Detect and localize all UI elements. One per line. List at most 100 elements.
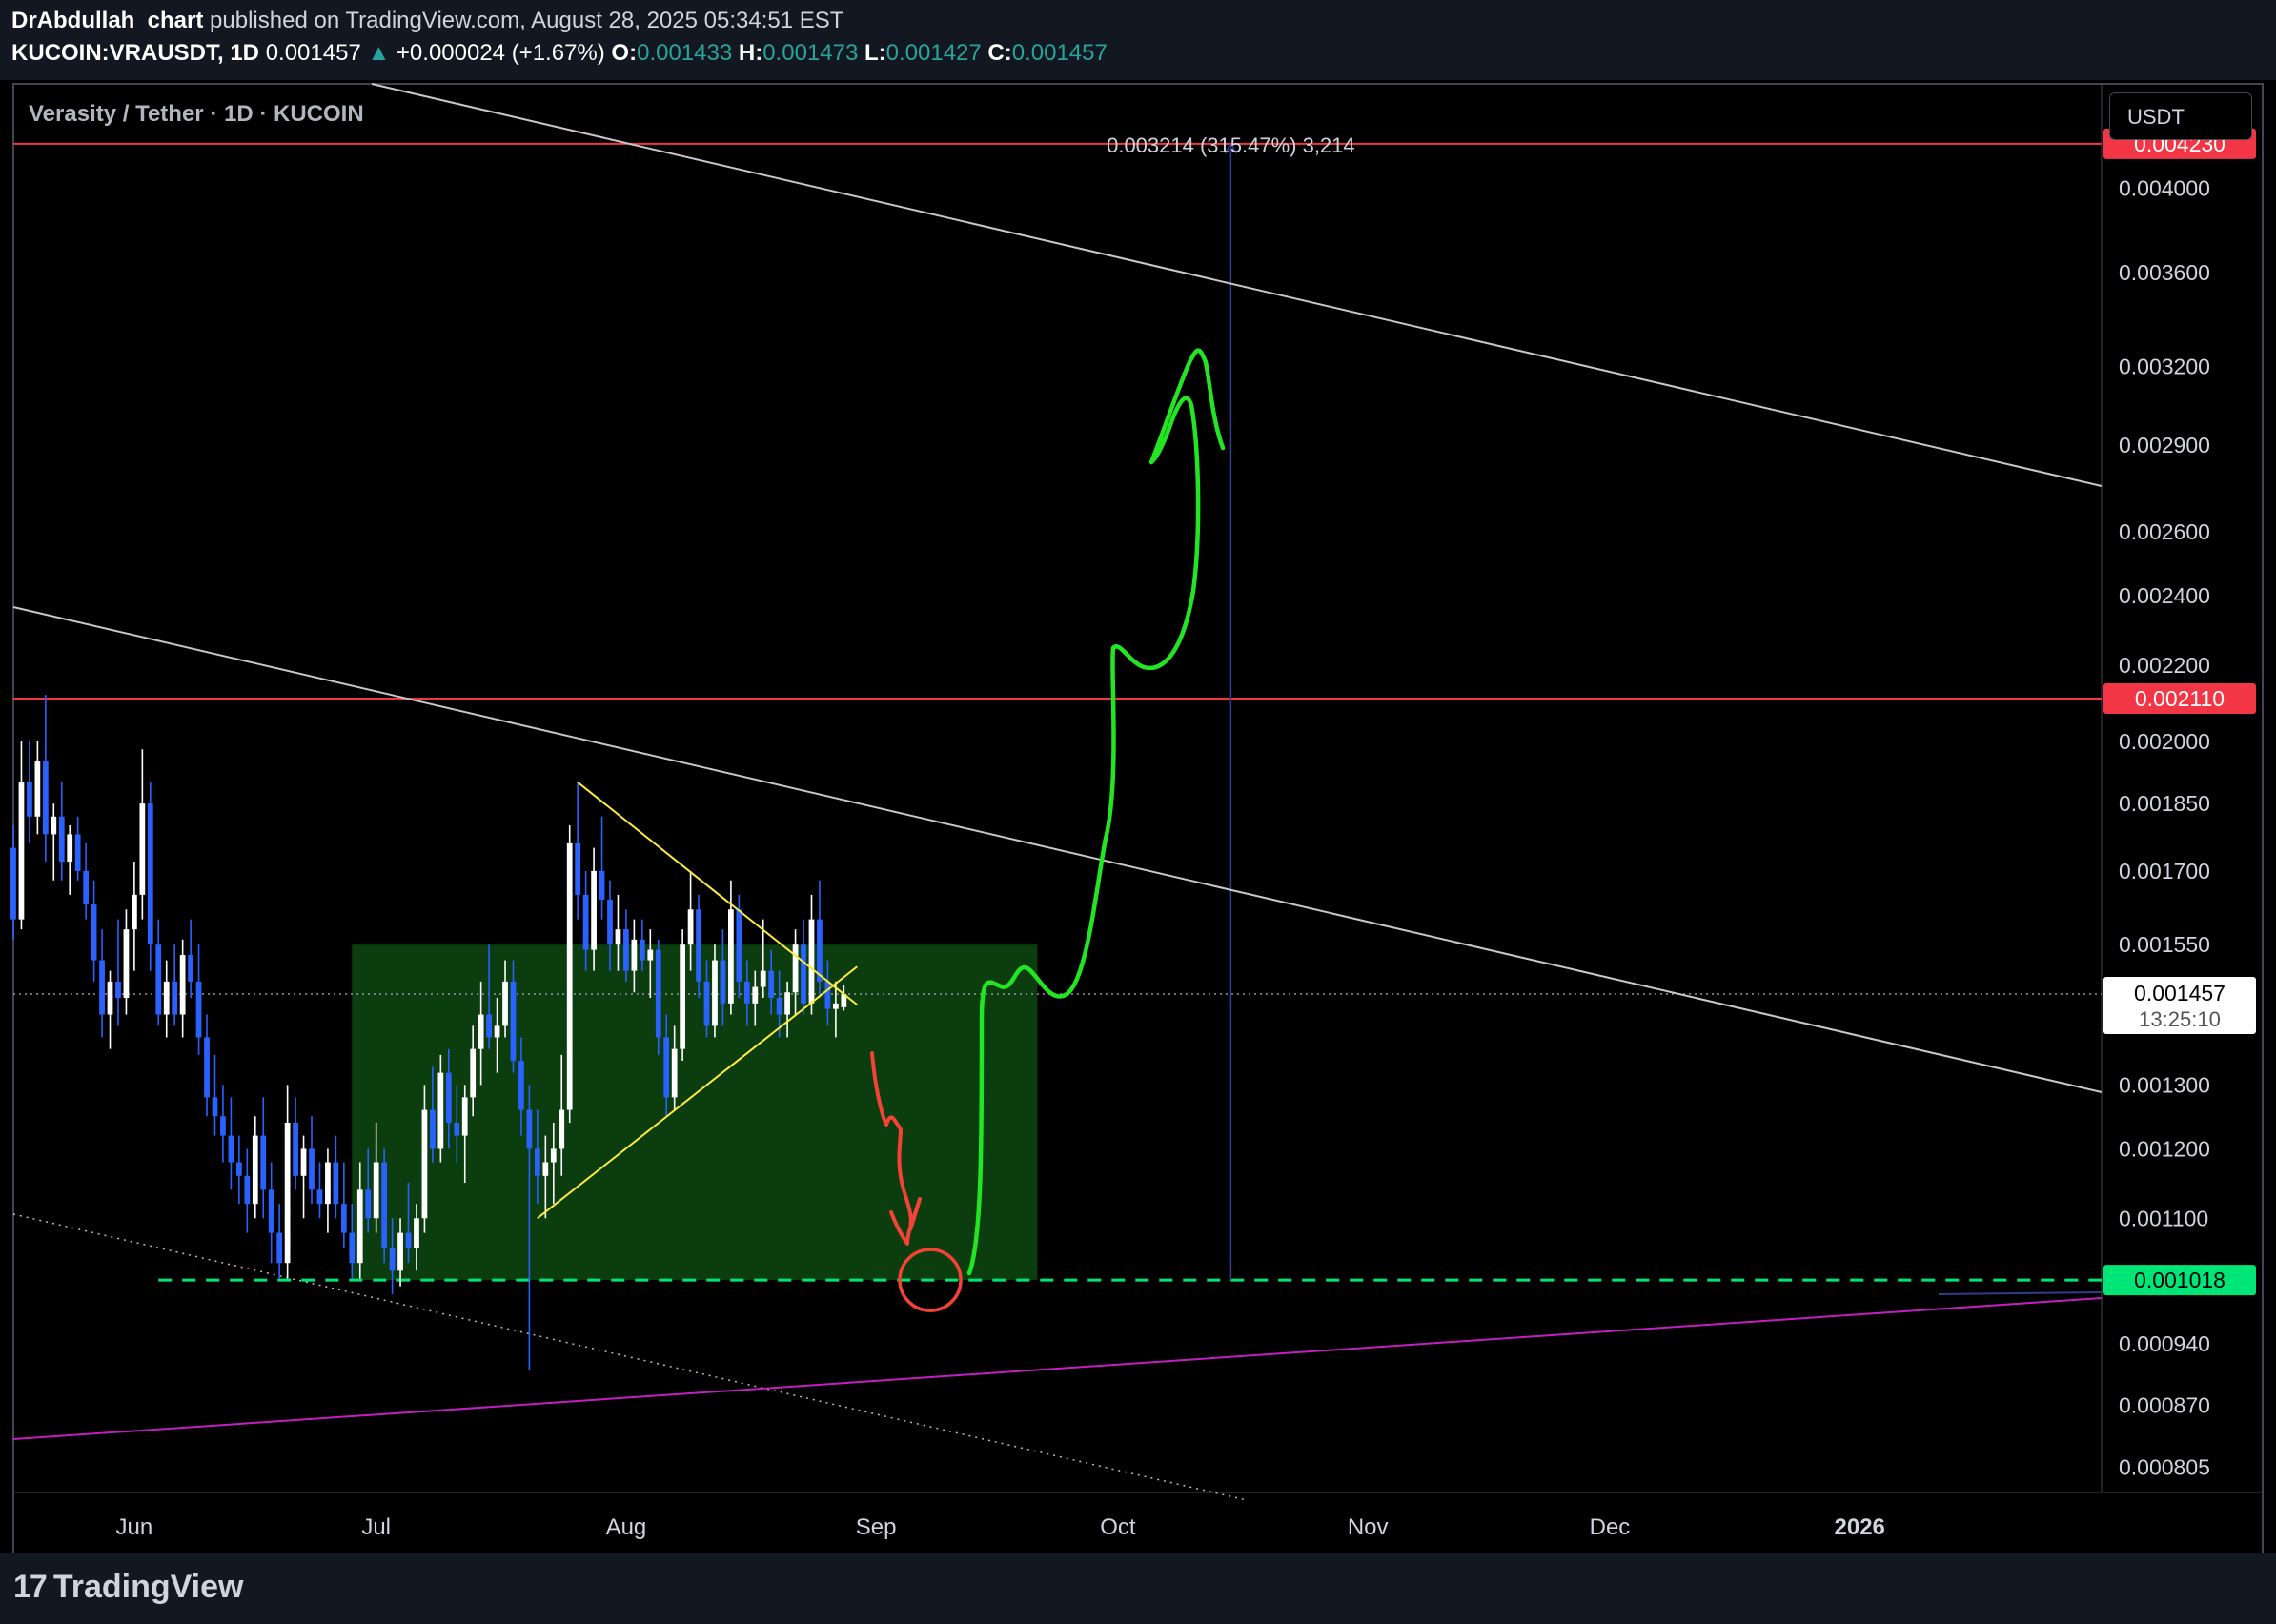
candle-body	[824, 981, 831, 1009]
candle-body	[542, 1162, 549, 1176]
measure-label: 0.003214 (315.47%) 3,214	[1107, 133, 1355, 157]
target-circle[interactable]	[898, 1248, 963, 1312]
candle-body	[212, 1097, 218, 1117]
candle-body	[123, 929, 130, 999]
candle-body	[437, 1072, 444, 1149]
candle-body	[801, 944, 806, 1004]
time-tick-label: Sep	[856, 1514, 897, 1540]
support-price-badge	[2103, 1265, 2256, 1296]
currency-button[interactable]: USDT	[2109, 92, 2252, 140]
candle-body	[832, 1003, 839, 1009]
candle-body	[107, 981, 113, 1015]
short-blue-line	[1938, 1291, 2103, 1295]
candle-body	[430, 1109, 436, 1149]
candle-body	[293, 1122, 298, 1176]
candle-body	[696, 909, 701, 982]
candle-body	[333, 1162, 339, 1205]
low-label: L:	[864, 40, 886, 66]
time-tick-label: Jun	[116, 1514, 153, 1540]
candle-body	[220, 1116, 226, 1136]
candle-body	[703, 981, 710, 1026]
candle-body	[340, 1204, 347, 1233]
countdown-label: 13:25:10	[2139, 1007, 2221, 1031]
channel-upper-line[interactable]	[371, 83, 2103, 487]
dotted-trendline[interactable]	[12, 1213, 1248, 1501]
tradingview-logo-icon: 17	[13, 1569, 48, 1605]
price-tick-label: 0.001700	[2119, 859, 2210, 883]
publish-line: DrAbdullah_chart published on TradingVie…	[11, 8, 843, 34]
candle-body	[284, 1122, 291, 1264]
candle-body	[204, 1037, 210, 1098]
candle-body	[559, 1109, 565, 1149]
chart-header: DrAbdullah_chart published on TradingVie…	[0, 0, 2276, 80]
ohlc-line: KUCOIN:VRAUSDT, 1D 0.001457 ▲ +0.000024 …	[11, 40, 1108, 67]
candle-body	[139, 803, 146, 895]
candle-body	[768, 970, 775, 999]
candle-body	[155, 944, 162, 1015]
candle-body	[461, 1097, 468, 1136]
candle-body	[58, 816, 65, 863]
price-tick-label: 0.001200	[2119, 1136, 2210, 1161]
bearish-forecast-arrow[interactable]	[870, 1051, 922, 1246]
candle-body	[623, 929, 629, 971]
candle-body	[260, 1135, 267, 1190]
candle-body	[550, 1148, 557, 1163]
candle-body	[792, 944, 799, 993]
candle-body	[132, 894, 137, 930]
tradingview-logo-text: TradingView	[52, 1569, 244, 1605]
tradingview-logo[interactable]: 17 TradingView	[13, 1569, 243, 1606]
candle-body	[414, 1218, 419, 1248]
price-chart[interactable]: 0.003214 (315.47%) 3,214 0.0044000.00400…	[0, 0, 2276, 1553]
author-name[interactable]: DrAbdullah_chart	[11, 8, 204, 33]
candle-body	[309, 1148, 315, 1190]
candle-body	[228, 1135, 234, 1163]
price-tick-label: 0.003200	[2119, 354, 2210, 378]
candle-body	[389, 1248, 396, 1271]
time-tick-label: Nov	[1348, 1514, 1389, 1540]
candle-body	[607, 899, 613, 945]
measure-arrow-icon	[1224, 142, 1238, 154]
rising-support-line[interactable]	[12, 1297, 2103, 1440]
open-value: 0.001433	[637, 40, 733, 66]
candle-body	[381, 1162, 388, 1248]
candle-body	[67, 834, 73, 863]
candle-body	[316, 1189, 323, 1205]
range-box[interactable]	[352, 944, 1038, 1281]
candle-body	[470, 1048, 477, 1098]
high-value: 0.001473	[762, 40, 859, 66]
symbol-title: Verasity / Tether · 1D · KUCOIN	[29, 101, 364, 127]
candle-body	[51, 816, 57, 835]
last-price-badge	[2103, 976, 2256, 1034]
bullish-forecast-arrow[interactable]	[966, 348, 1226, 1276]
candle-body	[510, 981, 517, 1062]
candle-body	[195, 981, 202, 1038]
price-tick-label: 0.000805	[2119, 1455, 2210, 1480]
time-tick-label: Oct	[1100, 1514, 1136, 1540]
candle-body	[534, 1148, 540, 1176]
candle-body	[349, 1232, 356, 1264]
candle-body	[235, 1162, 242, 1176]
candle-body	[687, 909, 694, 945]
candle-body	[582, 894, 589, 950]
resistance-price-label: 0.002110	[2135, 686, 2225, 711]
candle-body	[639, 939, 645, 961]
resistance-price-badge	[2103, 683, 2256, 715]
candle-body	[42, 761, 49, 835]
candle-body	[776, 998, 782, 1015]
channel-lower-line[interactable]	[12, 606, 2103, 1093]
time-tick-label: Aug	[606, 1514, 647, 1540]
candle-body	[91, 904, 97, 961]
candle-body	[817, 919, 823, 982]
candle-body	[478, 1014, 484, 1049]
candle-body	[325, 1162, 331, 1205]
candle-body	[494, 1025, 500, 1038]
low-value: 0.001427	[885, 40, 982, 66]
candle-body	[34, 761, 41, 817]
candle-body	[575, 842, 581, 895]
candle-body	[526, 1109, 533, 1149]
time-tick-label: Dec	[1590, 1514, 1631, 1540]
candle-body	[680, 944, 686, 1049]
candle-body	[74, 834, 81, 871]
price-tick-label: 0.002000	[2119, 729, 2210, 754]
triangle-pattern[interactable]	[537, 782, 858, 1220]
